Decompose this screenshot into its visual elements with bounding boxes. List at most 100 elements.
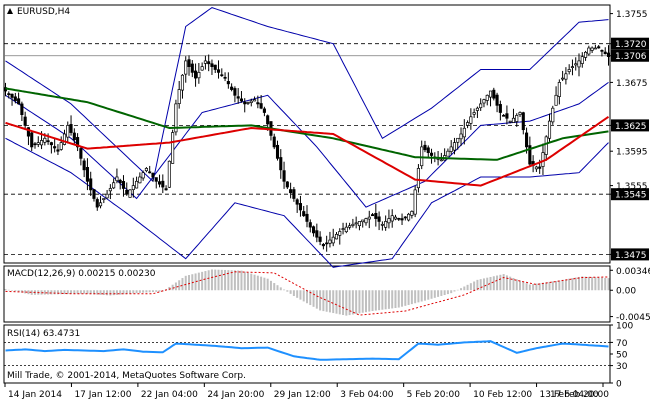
candle-body: [544, 136, 548, 155]
candle-body: [131, 185, 135, 190]
candle-body: [262, 108, 266, 113]
macd-bar: [27, 290, 30, 295]
macd-bar: [364, 290, 367, 313]
macd-bar: [188, 275, 191, 291]
macd-bar: [489, 276, 492, 291]
macd-bar: [351, 290, 354, 315]
rsi-tick-label: 30: [616, 362, 628, 372]
candle: [534, 165, 538, 172]
candle: [164, 185, 168, 191]
macd-bar: [73, 290, 76, 294]
macd-bar: [332, 290, 335, 314]
candle: [380, 221, 384, 231]
macd-bar: [368, 290, 371, 312]
candle-body: [33, 143, 37, 146]
price-tag-label: 1.3720: [615, 40, 647, 50]
macd-bar: [286, 290, 289, 292]
macd-bar: [24, 290, 27, 294]
candle-body: [603, 51, 607, 55]
candle: [85, 158, 89, 191]
candle-body: [354, 222, 358, 225]
candle: [475, 106, 479, 119]
candle: [597, 45, 601, 49]
macd-bar: [250, 273, 253, 291]
candle: [518, 111, 522, 118]
candle: [551, 105, 555, 125]
candle: [446, 148, 450, 157]
macd-bar: [509, 276, 512, 291]
candle-body: [118, 179, 122, 184]
candle: [367, 210, 371, 229]
rsi-tick-label: 70: [616, 339, 628, 349]
candle-body: [226, 81, 230, 85]
candle: [469, 108, 473, 130]
candle-body: [289, 189, 293, 194]
macd-bar: [243, 271, 246, 291]
candle-body: [220, 74, 224, 77]
candle-body: [321, 243, 325, 247]
candle: [547, 113, 552, 142]
candle: [216, 60, 221, 79]
candle: [141, 170, 145, 181]
price-tag-label: 1.3545: [615, 191, 647, 201]
candle-body: [69, 124, 73, 133]
candle-body: [367, 216, 371, 220]
candle: [331, 228, 335, 247]
candle: [230, 83, 234, 92]
macd-bar: [482, 278, 485, 291]
candle: [151, 172, 155, 182]
candle: [328, 231, 332, 248]
candle-body: [590, 47, 594, 51]
macd-bar: [486, 277, 489, 291]
candle: [348, 222, 352, 230]
candle: [590, 46, 594, 54]
candle-body: [554, 94, 558, 106]
candle-body: [200, 66, 204, 71]
macd-bar: [240, 270, 243, 291]
candle: [400, 213, 404, 225]
candle-body: [515, 115, 519, 122]
candle: [305, 205, 309, 228]
macd-bar: [279, 287, 282, 291]
price-levels: [4, 43, 610, 255]
price-tag: [611, 188, 649, 201]
candle-body: [85, 167, 89, 182]
macd-bar: [430, 290, 433, 299]
macd-bar: [463, 286, 466, 291]
rsi-panel: [3, 324, 611, 384]
macd-bar: [214, 269, 217, 291]
candle-body: [475, 107, 479, 111]
candle: [279, 149, 283, 179]
candle-body: [36, 142, 40, 145]
candle-body: [95, 199, 99, 208]
candle-body: [600, 49, 604, 52]
candle: [495, 92, 499, 113]
macd-bar: [112, 290, 115, 296]
candle: [577, 53, 581, 77]
candle: [144, 167, 148, 173]
candle: [410, 210, 414, 219]
candle: [95, 197, 99, 211]
macd-bar: [292, 290, 295, 297]
candle: [423, 140, 427, 153]
macd-bar: [266, 278, 269, 291]
candle: [321, 243, 325, 250]
candle-body: [587, 47, 591, 55]
candle: [384, 215, 388, 231]
candle-body: [344, 226, 348, 233]
candle-body: [13, 96, 17, 102]
candle-body: [541, 152, 545, 167]
macd-bar: [532, 284, 535, 291]
candle-body: [108, 188, 112, 192]
candle-body: [390, 215, 394, 222]
macd-bar: [207, 270, 210, 291]
time-tick-label: 14 Jan 2014: [8, 390, 62, 400]
candle: [492, 87, 496, 101]
candle-body: [298, 203, 302, 211]
candle: [23, 111, 27, 131]
macd-bar: [410, 290, 413, 305]
macd-bar: [492, 276, 495, 291]
macd-bar: [309, 290, 312, 306]
candle-body: [472, 112, 476, 115]
candle-body: [397, 217, 401, 220]
